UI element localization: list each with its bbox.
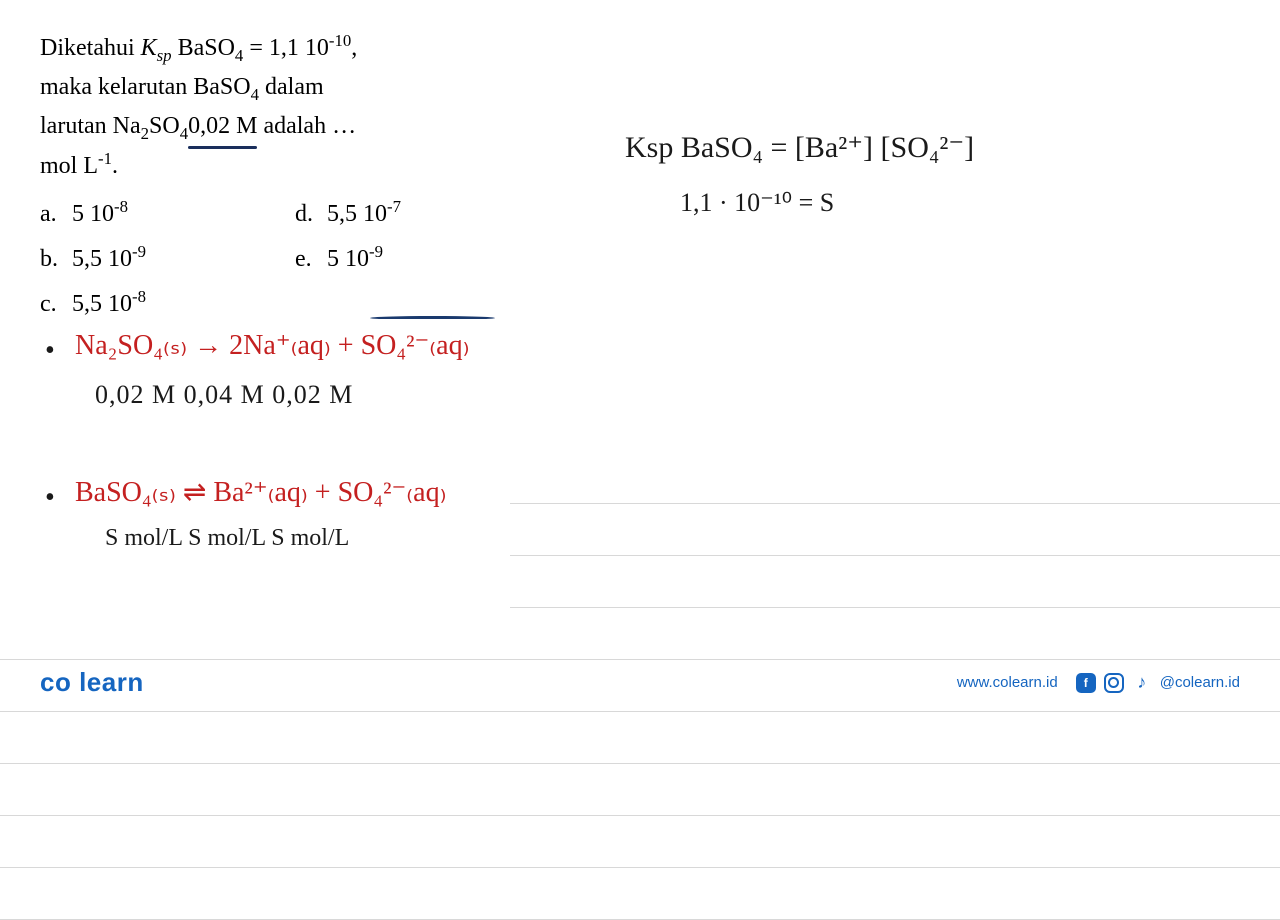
option-c: c.5,5 10-8 — [40, 284, 255, 323]
hand-eq1: Na₂SO₄₍ₛ₎ → 2Na⁺₍aq₎ + SO₄²⁻₍aq₎ — [75, 328, 469, 362]
opt-e-val: 5 10 — [327, 246, 369, 272]
option-d: d.5,5 10-7 — [295, 194, 510, 233]
opt-d-val: 5,5 10 — [327, 201, 387, 227]
opt-c-label: c. — [40, 286, 72, 323]
tiktok-icon[interactable]: ♪ — [1132, 673, 1152, 693]
opt-a-val: 5 10 — [72, 201, 114, 227]
q-line1-prefix: Diketahui — [40, 35, 141, 61]
hand-eq2: BaSO₄₍ₛ₎ ⇌ Ba²⁺₍aq₎ + SO₄²⁻₍aq₎ — [75, 475, 446, 509]
bullet-1: • — [45, 335, 55, 367]
brand-logo: co learn — [40, 667, 144, 698]
facebook-icon[interactable]: f — [1076, 673, 1096, 693]
footer-url[interactable]: www.colearn.id — [957, 674, 1058, 691]
opt-e-exp: -9 — [369, 242, 383, 261]
opt-d-exp: -7 — [387, 197, 401, 216]
q-line3-sub1: 2 — [141, 123, 149, 142]
q-line2b: dalam — [259, 74, 324, 100]
q-line2a: maka kelarutan BaSO — [40, 74, 251, 100]
brand-co: co — [40, 667, 71, 697]
opt-a-exp: -8 — [114, 197, 128, 216]
q-line3-sub2: 4 — [180, 123, 188, 142]
q-line4-exp: -1 — [98, 149, 112, 168]
brand-learn: learn — [79, 667, 144, 697]
social-icons: f ♪ @colearn.id — [1076, 673, 1240, 693]
footer: co learn www.colearn.id f ♪ @colearn.id — [40, 667, 1240, 698]
q-comma: , — [351, 35, 357, 61]
option-b: b.5,5 10-9 — [40, 239, 255, 278]
social-handle: @colearn.id — [1160, 674, 1240, 691]
opt-b-val: 5,5 10 — [72, 246, 132, 272]
options-grid: a.5 10-8 d.5,5 10-7 b.5,5 10-9 e.5 10-9 … — [40, 194, 510, 324]
ksp-K: K — [141, 35, 157, 61]
opt-d-label: d. — [295, 196, 327, 233]
ksp-sub: sp — [157, 46, 172, 65]
option-e: e.5 10-9 — [295, 239, 510, 278]
q-compound: BaSO — [172, 35, 235, 61]
opt-c-exp: -8 — [132, 287, 146, 306]
hand-eq1-vals: 0,02 M 0,04 M 0,02 M — [95, 380, 353, 410]
q-line4-end: . — [112, 153, 118, 179]
q-line3mid: SO — [149, 113, 180, 139]
q-emph-value: 0,02 M — [188, 108, 257, 145]
q-line2-sub: 4 — [251, 85, 259, 104]
hand-ksp-eq: Ksp BaSO₄ = [Ba²⁺] [SO₄²⁻] — [625, 130, 974, 165]
hand-eq2-vals: S mol/L S mol/L S mol/L — [105, 525, 349, 552]
opt-e-label: e. — [295, 241, 327, 278]
opt-b-exp: -9 — [132, 242, 146, 261]
footer-right: www.colearn.id f ♪ @colearn.id — [957, 673, 1240, 693]
bullet-2: • — [45, 482, 55, 514]
instagram-icon[interactable] — [1104, 673, 1124, 693]
q-line4a: mol L — [40, 153, 98, 179]
q-line3-end: adalah … — [257, 113, 356, 139]
question-block: Diketahui Ksp BaSO 4 = 1,1 10-10, maka ke… — [40, 28, 510, 323]
hand-ksp-sub: 1,1 · 10⁻¹⁰ = S — [680, 188, 834, 218]
opt-c-val: 5,5 10 — [72, 291, 132, 317]
blue-overline-mark — [370, 316, 495, 320]
question-text: Diketahui Ksp BaSO 4 = 1,1 10-10, maka ke… — [40, 28, 510, 186]
q-eqval: = 1,1 10 — [243, 35, 329, 61]
opt-a-label: a. — [40, 196, 72, 233]
brand-dot — [71, 667, 79, 697]
option-a: a.5 10-8 — [40, 194, 255, 233]
q-exp1: -10 — [329, 31, 351, 50]
opt-b-label: b. — [40, 241, 72, 278]
q-line3a: larutan Na — [40, 113, 141, 139]
